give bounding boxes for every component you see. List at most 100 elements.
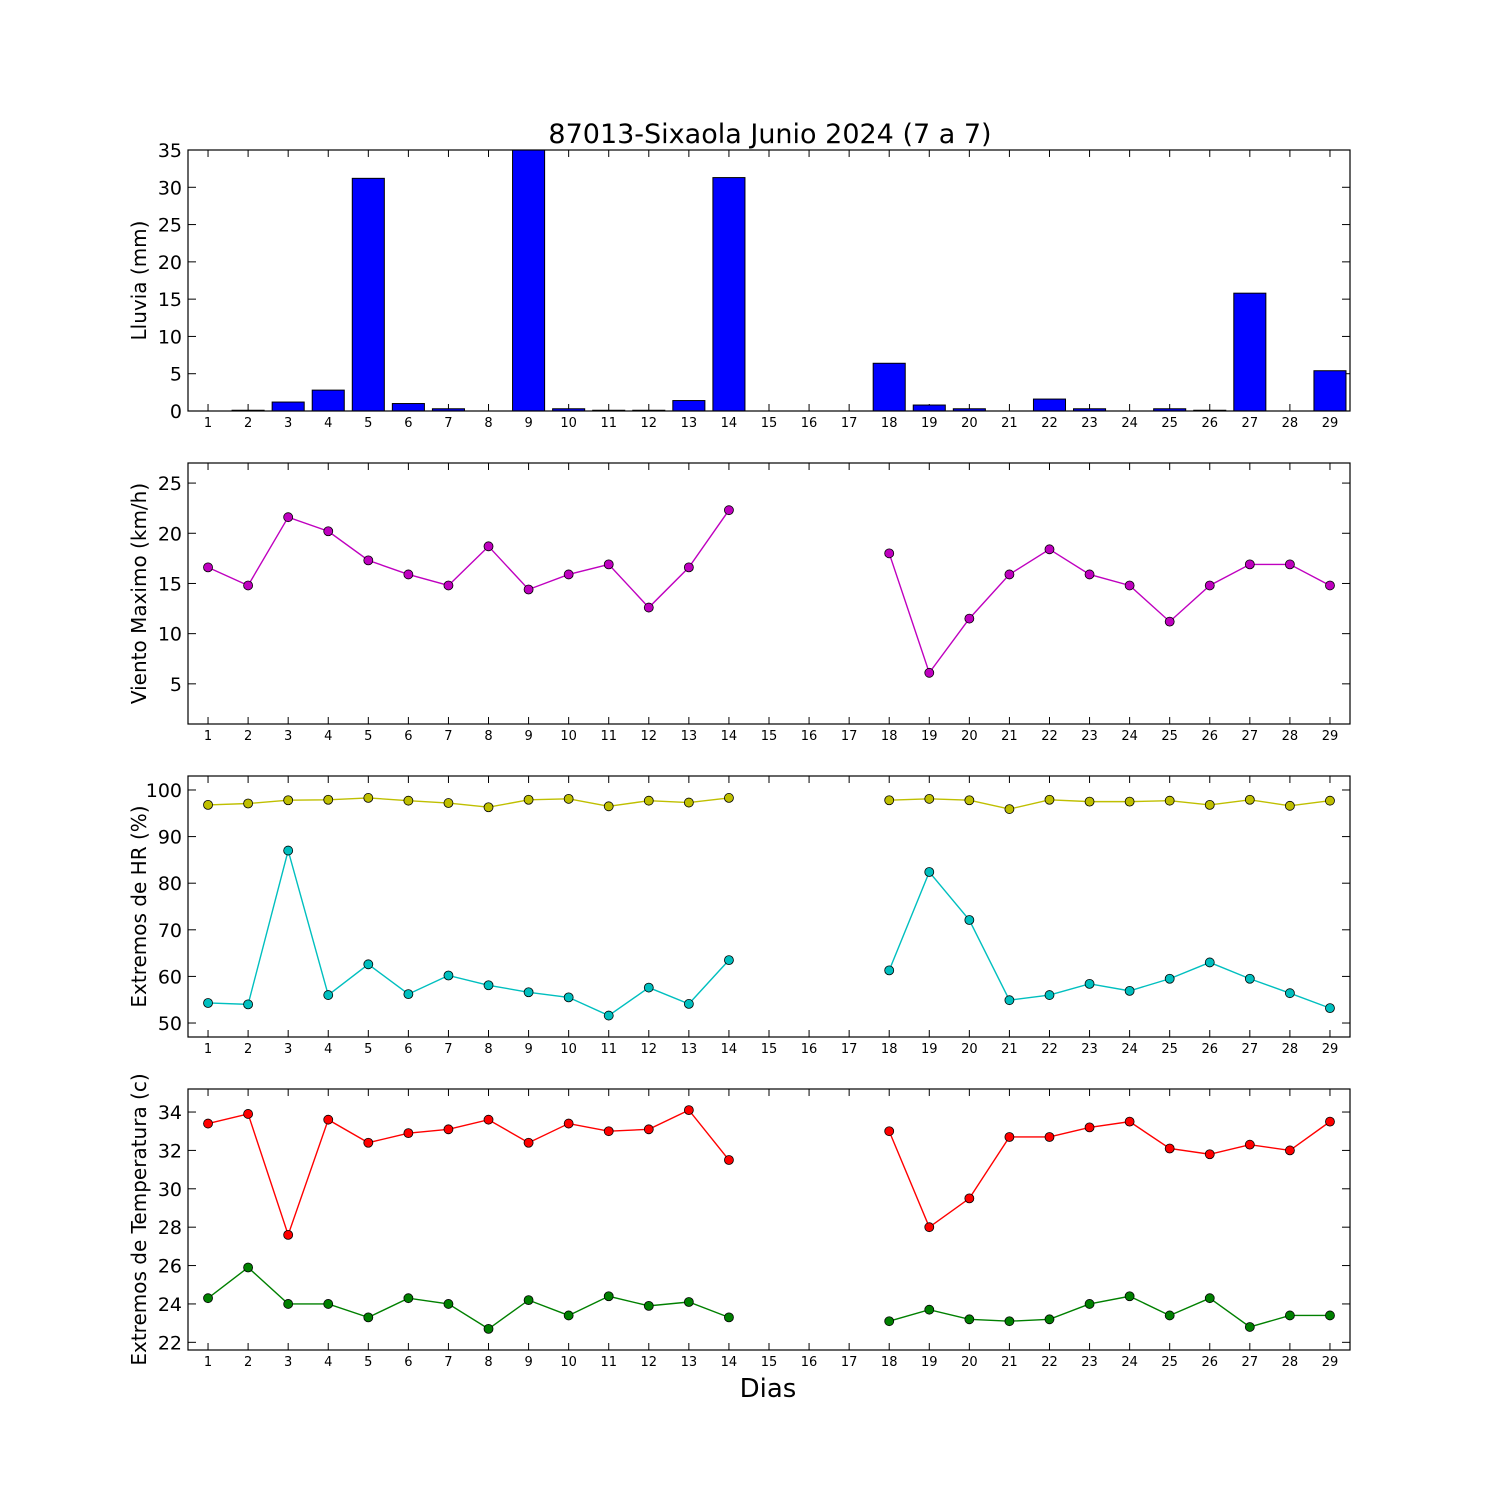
bar	[512, 149, 546, 412]
data-point	[323, 1114, 334, 1125]
x-tick-label: 3	[284, 1355, 292, 1370]
data-point	[403, 989, 414, 1000]
y-axis-label: Extremos de Temperatura (c)	[127, 1073, 151, 1365]
x-tick-label: 19	[921, 729, 938, 744]
x-tick-label: 24	[1121, 729, 1138, 744]
x-tick-label: 14	[721, 1355, 738, 1370]
x-tick-label: 1	[204, 729, 212, 744]
data-point	[363, 555, 374, 566]
x-tick-label: 29	[1322, 1042, 1339, 1057]
data-point	[563, 992, 574, 1003]
data-point	[1044, 990, 1055, 1000]
data-point	[1044, 544, 1055, 555]
data-point	[1164, 1143, 1175, 1154]
data-point	[643, 982, 654, 993]
x-tick-label: 3	[284, 1042, 292, 1057]
bar	[1032, 398, 1067, 412]
x-tick-label: 23	[1081, 416, 1098, 431]
data-point	[884, 795, 895, 806]
x-tick-label: 2	[244, 416, 252, 431]
data-point	[1204, 799, 1215, 810]
data-point	[1325, 1310, 1335, 1321]
data-point	[1004, 1132, 1015, 1142]
data-point	[363, 1137, 374, 1148]
data-point	[243, 1262, 254, 1273]
series-line-1	[208, 797, 730, 808]
x-tick-label: 9	[524, 729, 532, 744]
x-tick-label: 13	[681, 729, 698, 744]
data-point	[283, 845, 294, 856]
x-tick-label: 10	[560, 1355, 577, 1370]
data-point	[683, 562, 694, 573]
bar	[912, 404, 946, 412]
x-tick-label: 28	[1282, 729, 1299, 744]
data-point	[1044, 794, 1055, 805]
data-point	[884, 1316, 895, 1327]
x-tick-label: 14	[721, 1042, 738, 1057]
data-point	[1124, 1116, 1135, 1127]
x-tick-label: 5	[364, 416, 372, 431]
data-point	[483, 1114, 494, 1125]
x-tick-label: 26	[1201, 416, 1218, 431]
chart-title: 87013-Sixaola Junio 2024 (7 a 7)	[548, 119, 991, 150]
data-point	[403, 795, 414, 806]
data-point	[603, 1010, 614, 1021]
series-line-1	[207, 509, 730, 609]
x-tick-label: 23	[1081, 729, 1098, 744]
data-point	[483, 980, 494, 991]
x-tick-label: 21	[1001, 1355, 1018, 1370]
plot-frame	[187, 149, 1351, 412]
data-point	[1325, 1003, 1335, 1014]
x-tick-label: 6	[404, 729, 412, 744]
data-point	[203, 799, 213, 810]
x-tick-label: 21	[1001, 416, 1018, 431]
data-point	[964, 795, 975, 806]
data-point	[1204, 1149, 1215, 1160]
data-point	[603, 559, 614, 570]
data-point	[1284, 1310, 1295, 1321]
data-point	[1204, 957, 1215, 968]
x-tick-label: 7	[444, 729, 452, 744]
y-tick-label: 80	[158, 873, 182, 895]
data-point	[363, 793, 374, 803]
y-tick-label: 10	[158, 624, 182, 646]
x-tick-label: 11	[600, 1042, 617, 1057]
y-tick-label: 100	[146, 780, 182, 802]
data-point	[203, 562, 213, 573]
data-point	[443, 1124, 454, 1135]
x-tick-label: 18	[881, 1042, 898, 1057]
bar	[351, 177, 385, 412]
series-line-2	[208, 847, 730, 1017]
x-tick-label: 3	[284, 416, 292, 431]
y-tick-label: 25	[158, 215, 182, 237]
bar	[391, 403, 425, 412]
x-tick-label: 25	[1161, 416, 1178, 431]
x-tick-label: 25	[1161, 1042, 1178, 1057]
x-tick-label: 10	[560, 729, 577, 744]
x-tick-label: 24	[1121, 416, 1138, 431]
data-point	[323, 990, 334, 1000]
y-tick-label: 22	[158, 1332, 182, 1354]
x-tick-label: 8	[484, 1042, 492, 1057]
x-tick-label: 7	[444, 1355, 452, 1370]
bar	[672, 400, 706, 412]
x-tick-label: 29	[1322, 416, 1339, 431]
x-tick-label: 29	[1322, 1355, 1339, 1370]
x-tick-label: 15	[761, 1355, 778, 1370]
x-tick-label: 10	[560, 1042, 577, 1057]
data-point	[683, 999, 694, 1009]
data-point	[363, 1312, 374, 1323]
bar	[1313, 370, 1347, 412]
y-axis-label: Lluvia (mm)	[127, 221, 151, 341]
x-tick-label: 5	[364, 1355, 372, 1370]
data-point	[643, 795, 654, 806]
data-point	[523, 794, 534, 805]
data-point	[483, 802, 494, 813]
y-tick-label: 15	[158, 289, 182, 311]
data-point	[563, 1310, 574, 1321]
data-point	[884, 1126, 895, 1137]
x-tick-label: 8	[484, 416, 492, 431]
